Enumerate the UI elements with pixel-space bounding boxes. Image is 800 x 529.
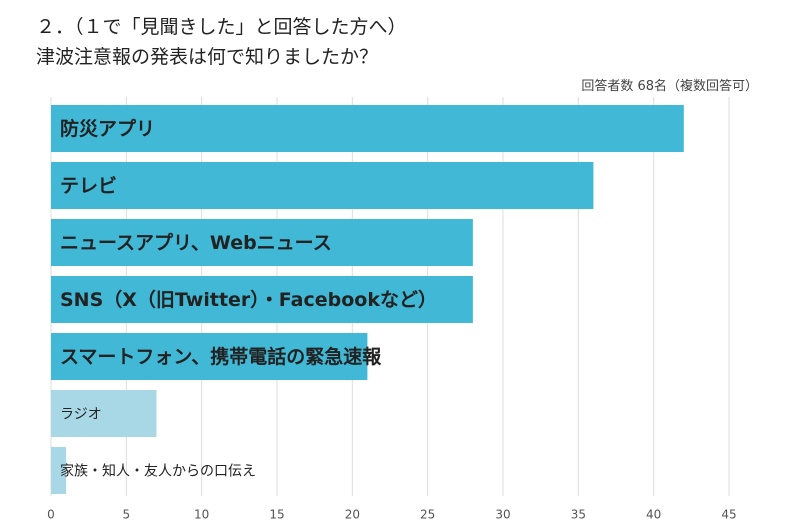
chart-subtitle: 津波注意報の発表は何で知りましたか？ xyxy=(36,46,378,68)
bar xyxy=(51,390,157,437)
x-tick-label: 35 xyxy=(571,508,586,522)
x-tick-label: 25 xyxy=(420,508,435,522)
chart-title: ２．（１で「見聞きした」と回答した方へ） xyxy=(36,16,407,38)
category-label: スマートフォン、携帯電話の緊急速報 xyxy=(60,345,382,368)
x-tick-label: 15 xyxy=(269,508,284,522)
category-label: 防災アプリ xyxy=(60,117,155,140)
bar xyxy=(51,219,473,266)
x-tick-label: 5 xyxy=(123,508,131,522)
category-label: ラジオ xyxy=(60,407,102,423)
bar xyxy=(51,276,473,323)
category-label: テレビ xyxy=(60,175,117,197)
category-label: 家族・知人・友人からの口伝え xyxy=(60,463,256,480)
note: 回答者数 68名（複数回答可） xyxy=(581,78,758,94)
category-label: SNS（X（旧Twitter）・Facebookなど） xyxy=(60,288,437,311)
bar xyxy=(51,333,368,380)
category-label: ニュースアプリ、Webニュース xyxy=(60,231,332,254)
bar xyxy=(51,105,684,152)
x-tick-label: 10 xyxy=(194,508,209,522)
x-tick-label: 0 xyxy=(47,508,55,522)
x-tick-label: 45 xyxy=(721,508,736,522)
x-tick-label: 30 xyxy=(495,508,510,522)
x-tick-label: 40 xyxy=(646,508,661,522)
bar xyxy=(51,162,594,209)
x-tick-label: 20 xyxy=(345,508,360,522)
bar xyxy=(51,447,67,494)
